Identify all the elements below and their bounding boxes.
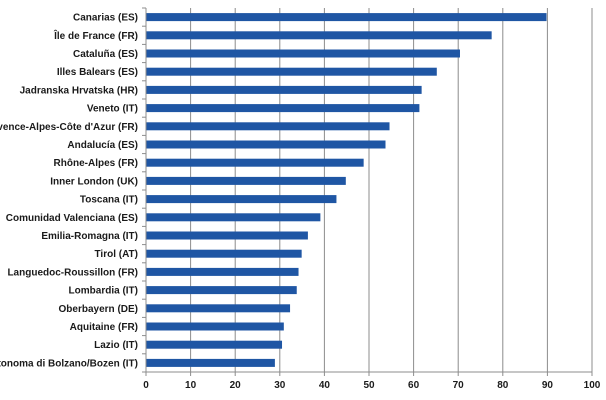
bar-5 [146, 85, 422, 94]
category-labels: Canarias (ES) Île de France (FR) Cataluña … [0, 13, 138, 370]
category-label-7: Provence-Alpes-Côte d'Azur (FR) [0, 122, 138, 133]
x-tick-label-60: 60 [408, 380, 420, 391]
x-tick-label-50: 50 [363, 380, 375, 391]
bar-12 [146, 213, 321, 222]
category-label-6: Veneto (IT) [87, 104, 138, 115]
bar-4 [146, 67, 437, 76]
x-tick-label-30: 30 [274, 380, 286, 391]
bar-18 [146, 322, 284, 331]
category-label-3: Cataluña (ES) [73, 49, 138, 60]
bar-2 [146, 31, 492, 40]
category-label-8: Andalucía (ES) [67, 140, 138, 151]
category-label-18: Aquitaine (FR) [70, 322, 138, 333]
x-tick-label-0: 0 [143, 380, 149, 391]
bar-8 [146, 140, 386, 149]
category-label-1: Canarias (ES) [73, 13, 138, 24]
category-label-12: Comunidad Valenciana (ES) [6, 213, 138, 224]
category-label-2: Île de France (FR) [53, 29, 138, 42]
bar-7 [146, 122, 390, 131]
x-tick-label-20: 20 [230, 380, 242, 391]
x-tick-label-80: 80 [497, 380, 509, 391]
bar-20 [146, 358, 275, 367]
bar-17 [146, 304, 291, 313]
bar-11 [146, 195, 337, 204]
category-label-17: Oberbayern (DE) [59, 304, 138, 315]
x-tick-label-70: 70 [453, 380, 465, 391]
bar-14 [146, 249, 302, 258]
bar-3 [146, 49, 460, 58]
x-tick-label-10: 10 [185, 380, 197, 391]
grid-lines [142, 7, 593, 376]
x-tick-label-90: 90 [542, 380, 554, 391]
bar-19 [146, 340, 283, 349]
category-label-11: Toscana (IT) [80, 195, 138, 206]
category-label-16: Lombardia (IT) [69, 286, 138, 297]
category-label-5: Jadranska Hrvatska (HR) [20, 85, 138, 96]
bar-1 [146, 13, 547, 22]
category-label-4: Illes Balears (ES) [57, 67, 138, 78]
category-label-15: Languedoc-Roussillon (FR) [7, 267, 138, 278]
category-label-9: Rhône-Alpes (FR) [54, 158, 138, 169]
category-label-19: Lazio (IT) [94, 340, 138, 351]
bar-10 [146, 176, 346, 185]
x-tick-label-100: 100 [584, 380, 601, 391]
category-label-10: Inner London (UK) [50, 176, 138, 187]
bar-9 [146, 158, 364, 167]
category-label-14: Tirol (AT) [94, 249, 138, 260]
x-tick-label-40: 40 [319, 380, 331, 391]
bar-6 [146, 104, 420, 113]
x-tick-labels: 0 10 20 30 40 50 60 70 80 90 100 [143, 380, 601, 391]
bar-15 [146, 267, 299, 276]
bar-13 [146, 231, 308, 240]
category-label-20: Autonoma di Bolzano/Bozen (IT) [0, 358, 138, 369]
category-label-13: Emilia-Romagna (IT) [41, 231, 138, 242]
bar-16 [146, 286, 297, 295]
bars [146, 13, 547, 367]
